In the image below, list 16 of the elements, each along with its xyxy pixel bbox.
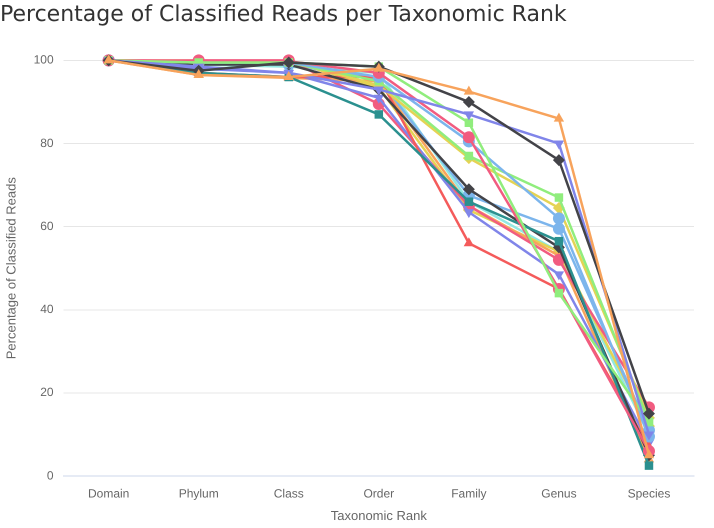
y-tick-label: 80 <box>40 136 54 150</box>
y-tick-label: 0 <box>46 468 54 482</box>
x-tick-label: Phylum <box>178 486 219 501</box>
x-tick-label: Domain <box>88 486 130 501</box>
x-tick-label: Genus <box>541 486 577 501</box>
chart-title: Percentage of Classified Reads per Taxonomic Rank <box>0 2 567 27</box>
x-tick-label: Species <box>628 486 670 501</box>
y-tick-label: 100 <box>34 52 54 67</box>
x-tick-label: Class <box>274 486 304 501</box>
x-axis-title: Taxonomic Rank <box>330 508 428 523</box>
y-tick-label: 20 <box>40 385 54 400</box>
y-tick-label: 60 <box>40 218 54 233</box>
x-tick-label: Order <box>363 486 394 501</box>
x-tick-label: Family <box>451 486 487 501</box>
y-axis-title: Percentage of Classified Reads <box>3 176 18 360</box>
y-tick-label: 40 <box>40 302 54 316</box>
